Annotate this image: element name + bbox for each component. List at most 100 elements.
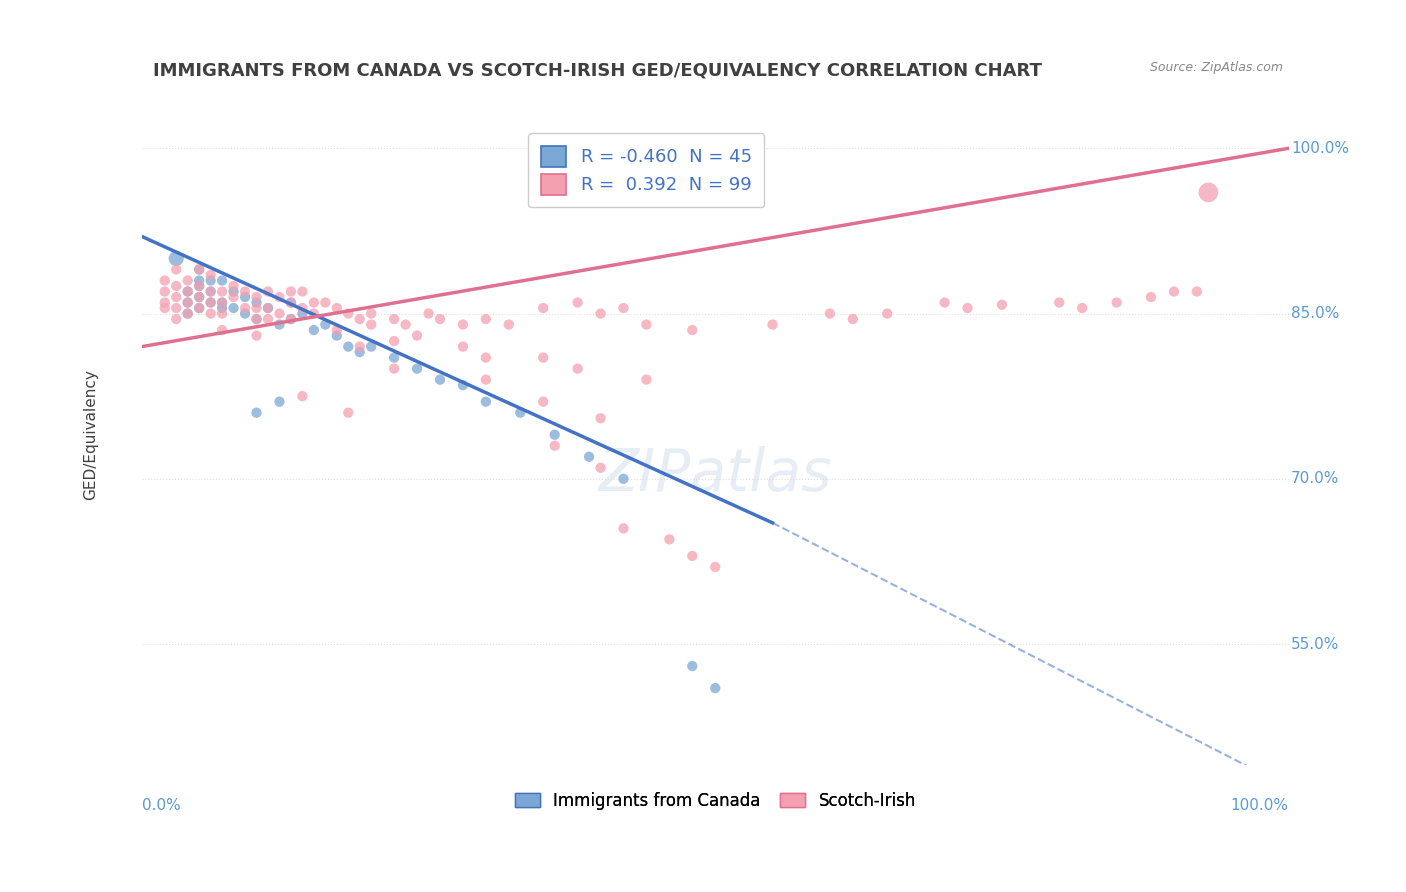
Point bbox=[704, 560, 727, 574]
Point bbox=[531, 394, 554, 409]
Point bbox=[153, 295, 176, 310]
Point bbox=[578, 450, 600, 464]
Point bbox=[429, 373, 451, 387]
Point bbox=[188, 279, 211, 293]
Point bbox=[200, 273, 222, 287]
Text: IMMIGRANTS FROM CANADA VS SCOTCH-IRISH GED/EQUIVALENCY CORRELATION CHART: IMMIGRANTS FROM CANADA VS SCOTCH-IRISH G… bbox=[153, 62, 1042, 79]
Point bbox=[211, 273, 233, 287]
Point bbox=[291, 307, 314, 321]
Point bbox=[165, 312, 187, 326]
Point bbox=[382, 334, 405, 348]
Point bbox=[200, 285, 222, 299]
Point bbox=[406, 361, 429, 376]
Text: Source: ZipAtlas.com: Source: ZipAtlas.com bbox=[1150, 62, 1282, 74]
Point bbox=[509, 406, 531, 420]
Point bbox=[429, 312, 451, 326]
Point bbox=[257, 285, 280, 299]
Point bbox=[245, 290, 267, 304]
Point bbox=[842, 312, 865, 326]
Point bbox=[211, 285, 233, 299]
Point bbox=[177, 307, 200, 321]
Point bbox=[200, 295, 222, 310]
Point bbox=[165, 252, 187, 266]
Point bbox=[245, 328, 267, 343]
Point bbox=[498, 318, 520, 332]
Point bbox=[269, 290, 291, 304]
Point bbox=[589, 460, 612, 475]
Point bbox=[1197, 186, 1219, 200]
Point bbox=[531, 351, 554, 365]
Point bbox=[382, 312, 405, 326]
Point bbox=[589, 307, 612, 321]
Point bbox=[612, 472, 634, 486]
Point bbox=[222, 279, 245, 293]
Point bbox=[1071, 301, 1094, 315]
Point bbox=[222, 301, 245, 315]
Point bbox=[188, 273, 211, 287]
Point bbox=[257, 301, 280, 315]
Point bbox=[177, 295, 200, 310]
Point bbox=[302, 323, 325, 337]
Point bbox=[360, 318, 382, 332]
Point bbox=[612, 521, 634, 535]
Point bbox=[349, 345, 371, 359]
Point bbox=[360, 307, 382, 321]
Text: 100.0%: 100.0% bbox=[1230, 798, 1289, 814]
Point bbox=[200, 268, 222, 282]
Point bbox=[177, 273, 200, 287]
Point bbox=[326, 323, 349, 337]
Point bbox=[280, 295, 302, 310]
Point bbox=[280, 295, 302, 310]
Point bbox=[177, 307, 200, 321]
Point bbox=[1140, 290, 1163, 304]
Point bbox=[475, 373, 498, 387]
Point bbox=[280, 285, 302, 299]
Point bbox=[382, 361, 405, 376]
Point bbox=[302, 307, 325, 321]
Text: 100.0%: 100.0% bbox=[1291, 141, 1348, 156]
Point bbox=[544, 427, 567, 442]
Point bbox=[245, 406, 267, 420]
Point bbox=[245, 301, 267, 315]
Point bbox=[956, 301, 979, 315]
Text: 55.0%: 55.0% bbox=[1291, 637, 1340, 651]
Point bbox=[200, 285, 222, 299]
Point bbox=[211, 323, 233, 337]
Text: 0.0%: 0.0% bbox=[142, 798, 180, 814]
Point bbox=[531, 301, 554, 315]
Point bbox=[302, 295, 325, 310]
Point bbox=[200, 307, 222, 321]
Point bbox=[177, 285, 200, 299]
Point bbox=[681, 659, 703, 673]
Point bbox=[382, 351, 405, 365]
Point bbox=[451, 378, 474, 392]
Point bbox=[188, 301, 211, 315]
Text: 85.0%: 85.0% bbox=[1291, 306, 1340, 321]
Point bbox=[188, 262, 211, 277]
Point bbox=[245, 312, 267, 326]
Point bbox=[222, 290, 245, 304]
Point bbox=[337, 406, 360, 420]
Point bbox=[475, 394, 498, 409]
Point bbox=[544, 439, 567, 453]
Point bbox=[165, 301, 187, 315]
Point bbox=[326, 301, 349, 315]
Point bbox=[165, 262, 187, 277]
Point bbox=[314, 295, 336, 310]
Point bbox=[314, 318, 336, 332]
Point bbox=[233, 307, 256, 321]
Point bbox=[612, 301, 634, 315]
Point bbox=[475, 312, 498, 326]
Point bbox=[211, 301, 233, 315]
Point bbox=[280, 312, 302, 326]
Point bbox=[211, 295, 233, 310]
Point bbox=[418, 307, 440, 321]
Point bbox=[818, 307, 841, 321]
Point bbox=[451, 318, 474, 332]
Point bbox=[337, 340, 360, 354]
Point bbox=[177, 295, 200, 310]
Text: ZIPatlas: ZIPatlas bbox=[599, 446, 832, 503]
Point bbox=[233, 301, 256, 315]
Point bbox=[658, 533, 681, 547]
Point bbox=[636, 318, 658, 332]
